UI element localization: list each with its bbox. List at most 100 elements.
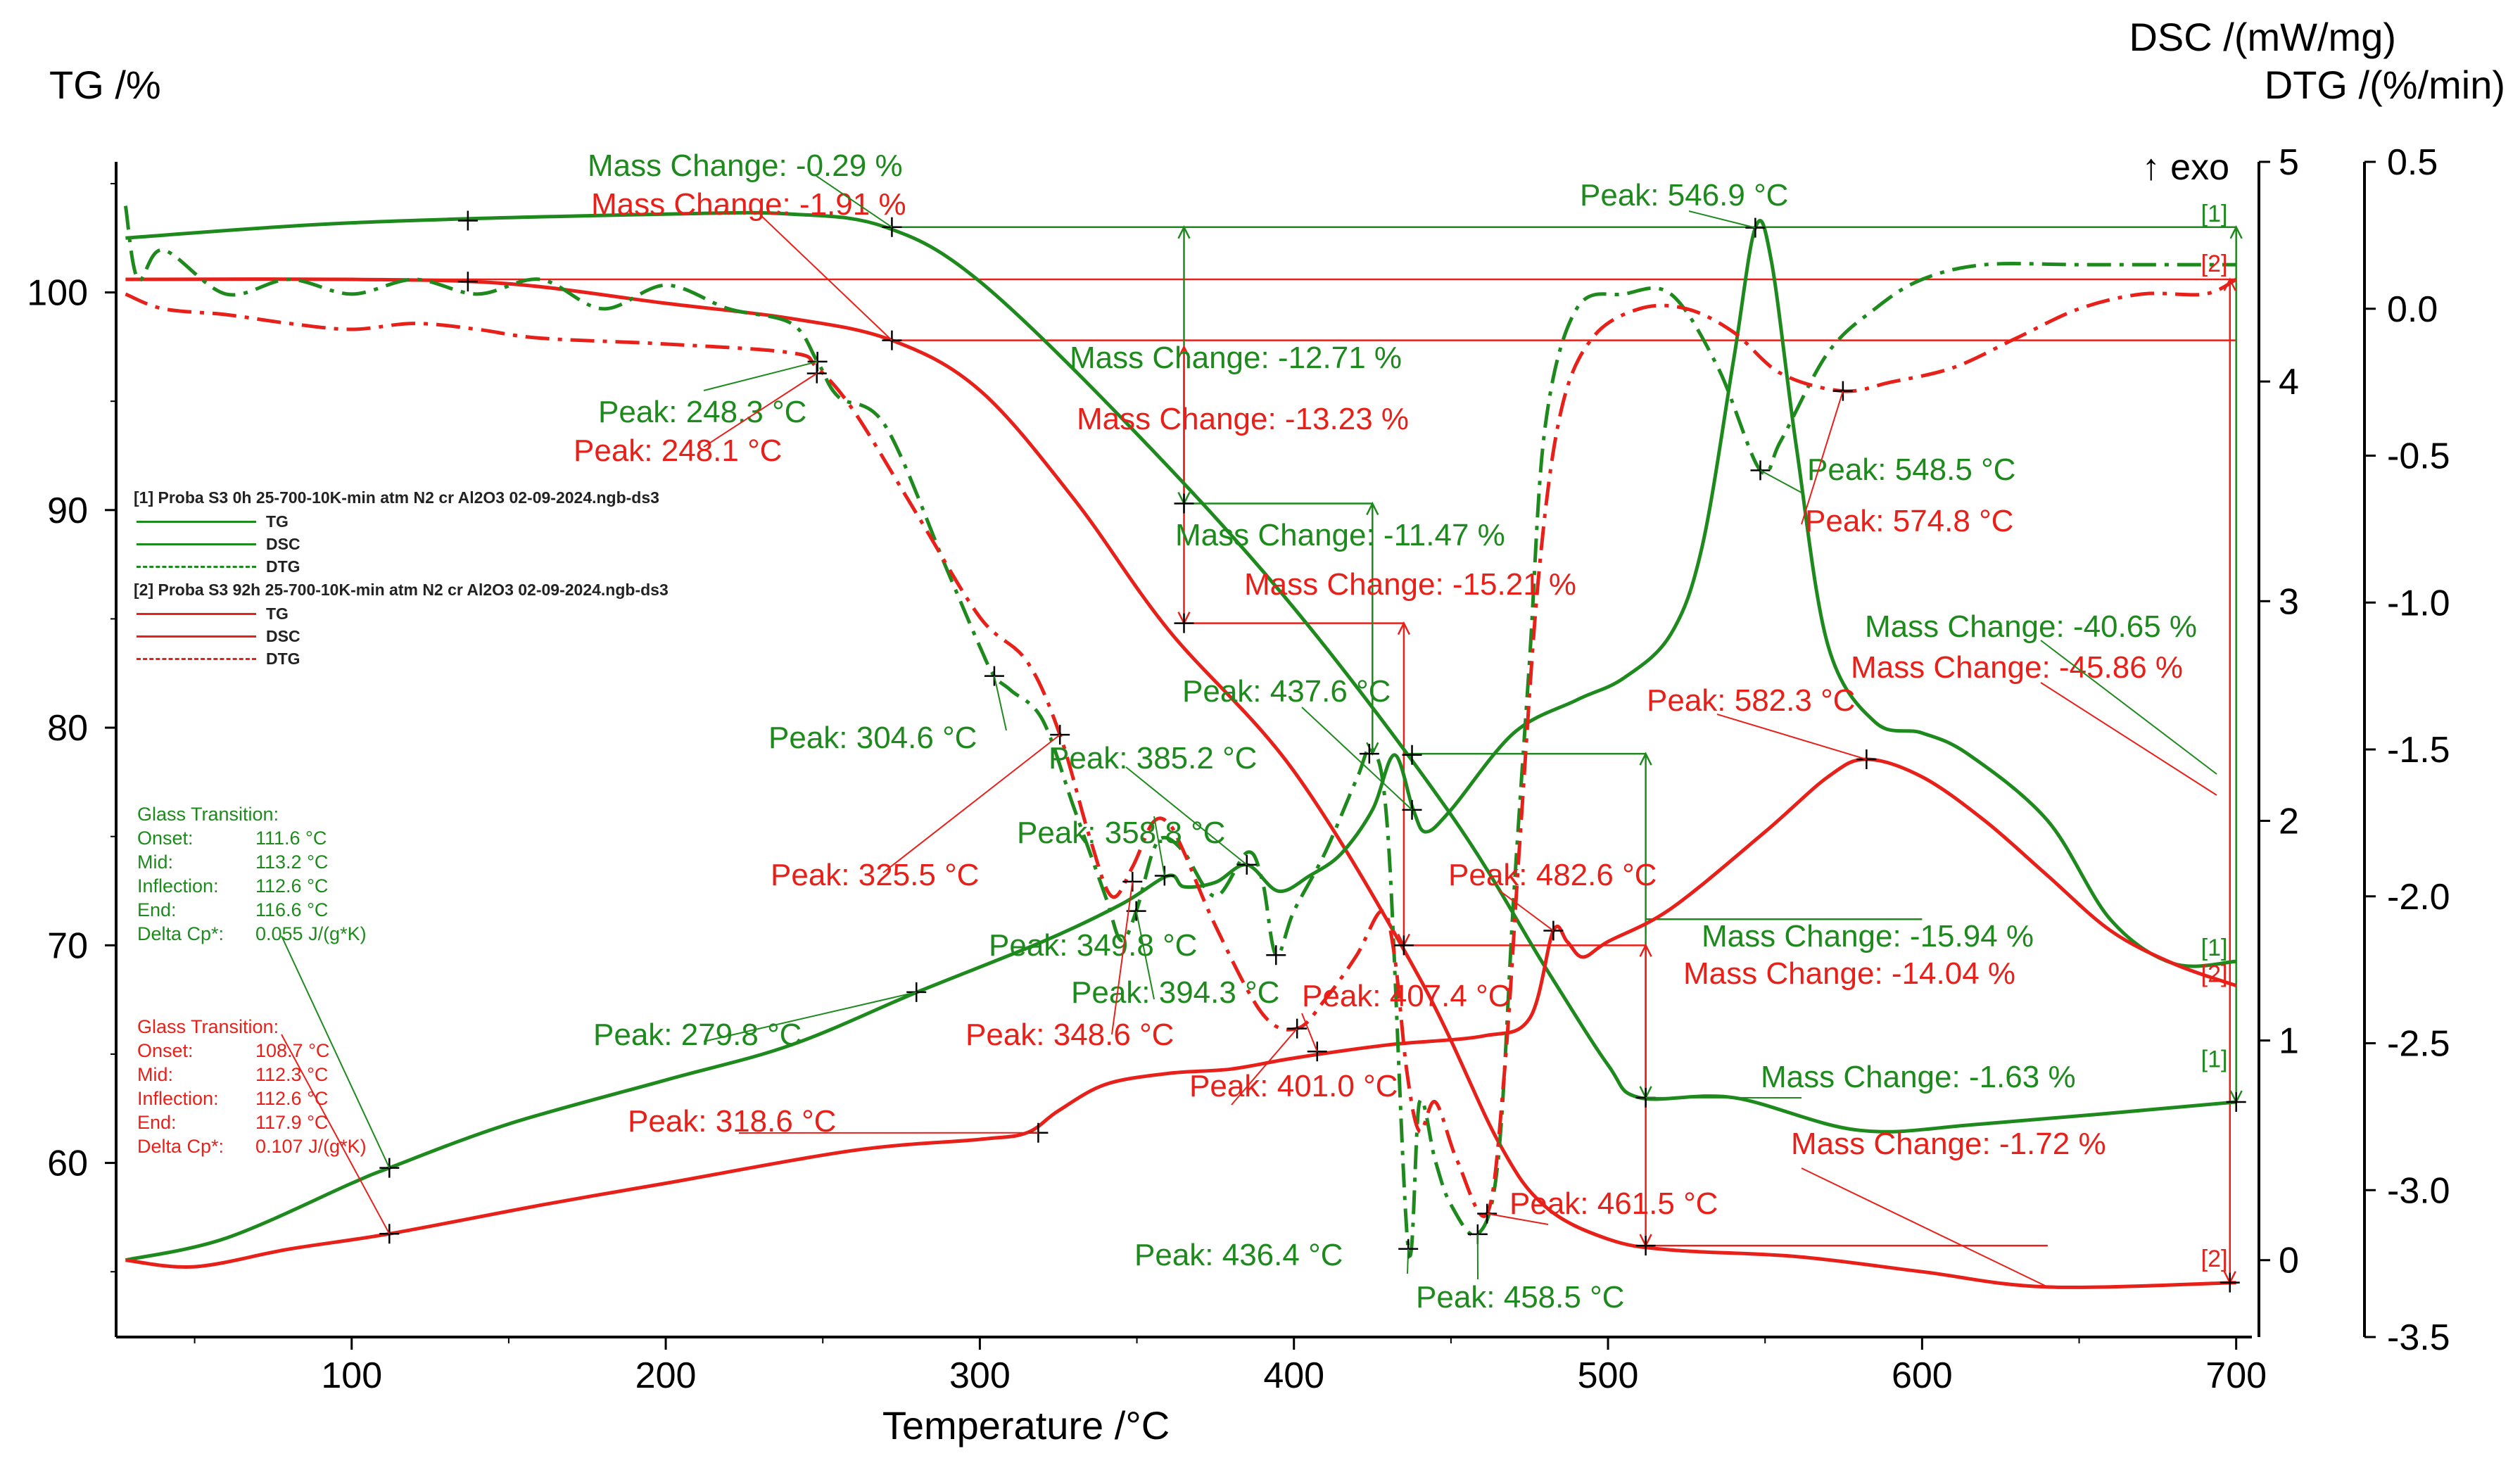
curve-end-label: [2] bbox=[2201, 1246, 2228, 1272]
curve-end-label: [2] bbox=[2201, 961, 2228, 988]
glass-transition-box-1: Glass Transition: Onset: 111.6 °C Mid: 113… bbox=[137, 802, 367, 946]
legend-label: DTG bbox=[266, 557, 300, 576]
x-tick-label: 500 bbox=[1578, 1355, 1639, 1396]
peak-marker bbox=[1393, 935, 1414, 956]
leader-line bbox=[1301, 1013, 1318, 1052]
legend-label: TG bbox=[266, 604, 289, 623]
annotation-label: Peak: 461.5 °C bbox=[1509, 1186, 1718, 1221]
curve-end-label: [1] bbox=[2201, 935, 2228, 961]
annotation-label: Mass Change: -40.65 % bbox=[1865, 609, 2197, 644]
annotation-label: Mass Change: -1.91 % bbox=[591, 187, 906, 222]
annotation-label: Mass Change: -15.21 % bbox=[1244, 567, 1576, 602]
gt-value: 112.3 °C bbox=[255, 1064, 329, 1085]
gt-value: 0.055 J/(g*K) bbox=[255, 923, 367, 944]
peak-marker bbox=[882, 217, 902, 237]
annotation-label: Mass Change: -0.29 % bbox=[588, 148, 903, 183]
leader-line bbox=[281, 935, 391, 1169]
annotation-label: Peak: 385.2 °C bbox=[1049, 741, 1257, 775]
annotation-label: Peak: 436.4 °C bbox=[1134, 1238, 1343, 1272]
mc-arrow-4-head-top bbox=[1397, 621, 1411, 635]
leader-line bbox=[703, 991, 917, 1042]
annotation-label: Peak: 358.8 °C bbox=[1017, 816, 1225, 850]
leader-line bbox=[1407, 1248, 1410, 1274]
curve-end-label: [1] bbox=[2201, 201, 2228, 227]
tg-tick-label: 80 bbox=[47, 708, 88, 749]
peak-marker bbox=[379, 1224, 400, 1244]
annotation-label: Peak: 349.8 °C bbox=[989, 928, 1197, 963]
gt-value: 117.9 °C bbox=[255, 1112, 329, 1133]
leader-line bbox=[1231, 1027, 1298, 1106]
legend-label: DSC bbox=[266, 626, 300, 645]
leader-line bbox=[1111, 881, 1134, 1035]
leader-line bbox=[703, 360, 818, 391]
dtg-tick-label: -3.5 bbox=[2387, 1317, 2450, 1358]
gt-key: Mid: bbox=[137, 1064, 174, 1085]
annotation-label: Peak: 401.0 °C bbox=[1189, 1069, 1398, 1103]
x-tick-label: 300 bbox=[949, 1355, 1011, 1396]
annotation-label: Peak: 248.1 °C bbox=[574, 433, 782, 468]
leader-line bbox=[703, 372, 818, 448]
annotation-label: Peak: 582.3 °C bbox=[1647, 683, 1855, 718]
x-tick-label: 400 bbox=[1263, 1355, 1324, 1396]
annotation-label: Peak: 394.3 °C bbox=[1071, 975, 1279, 1010]
legend-s2-dsc: DSC bbox=[134, 625, 669, 647]
gt-key: Delta Cp*: bbox=[137, 1136, 224, 1157]
dtg-axis-title: DTG /(%/min) bbox=[2265, 63, 2505, 107]
dsc-tick-label: 2 bbox=[2279, 801, 2299, 842]
peak-marker bbox=[1635, 1236, 1656, 1256]
dtg-tick-label: 0.5 bbox=[2387, 142, 2438, 183]
x-tick-label: 700 bbox=[2205, 1355, 2267, 1396]
leader-line bbox=[1801, 1167, 2049, 1288]
legend: [1] Proba S3 0h 25-700-10K-min atm N2 cr… bbox=[134, 486, 669, 670]
legend-s2-dtg: DTG bbox=[134, 647, 669, 670]
legend-s1-tg: TG bbox=[134, 510, 669, 533]
peak-marker bbox=[1174, 493, 1194, 514]
leader-line bbox=[2040, 640, 2217, 775]
annotation-label: Mass Change: -12.71 % bbox=[1070, 341, 1402, 375]
annotation-label: Peak: 325.5 °C bbox=[771, 858, 979, 892]
mc-arrow-3-head-top bbox=[1366, 501, 1379, 516]
tg-tick-label: 60 bbox=[47, 1144, 88, 1184]
leader-line bbox=[1716, 714, 1867, 761]
leader-line bbox=[816, 175, 892, 228]
peak-marker bbox=[457, 210, 478, 231]
annotation-label: Peak: 348.6 °C bbox=[965, 1018, 1174, 1052]
dsc-curve-2 bbox=[125, 757, 2237, 1269]
leader-line bbox=[1688, 210, 1756, 229]
annotation-label: Peak: 407.4 °C bbox=[1302, 979, 1510, 1013]
peak-marker bbox=[806, 363, 827, 384]
gt-value: 0.107 J/(g*K) bbox=[255, 1136, 367, 1157]
gt-value: 116.6 °C bbox=[255, 899, 329, 920]
gt-key: Onset: bbox=[137, 828, 194, 849]
mc-arrow-1-head-top bbox=[1177, 224, 1191, 239]
gt-value: 111.6 °C bbox=[255, 828, 327, 849]
gt-key: Inflection: bbox=[137, 875, 219, 897]
dtg-curve-2 bbox=[125, 277, 2237, 1218]
glass-transition-box-2: Glass Transition: Onset: 108.7 °C Mid: 112… bbox=[137, 1015, 367, 1158]
mc-arrow-6-head-top bbox=[1639, 943, 1652, 957]
leader-line bbox=[1301, 707, 1413, 811]
dsc-tick-label: 1 bbox=[2279, 1021, 2299, 1062]
leader-line bbox=[1125, 766, 1248, 866]
annotation-label: Peak: 482.6 °C bbox=[1448, 858, 1657, 892]
annotation-label: Peak: 548.5 °C bbox=[1807, 452, 2015, 487]
leader-line bbox=[882, 734, 1060, 873]
dtg-tick-label: 0.0 bbox=[2387, 289, 2438, 330]
legend-label: DSC bbox=[266, 534, 300, 553]
gt-key: Inflection: bbox=[137, 1088, 219, 1109]
annotation-label: Peak: 458.5 °C bbox=[1416, 1280, 1624, 1315]
gt-key: Mid: bbox=[137, 851, 174, 873]
gt-value: 112.6 °C bbox=[255, 875, 329, 897]
gt-key: End: bbox=[137, 899, 177, 920]
annotation-label: Peak: 437.6 °C bbox=[1182, 674, 1391, 709]
gt-key: Delta Cp*: bbox=[137, 923, 224, 944]
dtg-tick-label: -1.0 bbox=[2387, 583, 2450, 623]
leader-line bbox=[993, 676, 1007, 731]
legend-label: TG bbox=[266, 512, 289, 531]
mc-arrow-5-head-top bbox=[1639, 752, 1652, 766]
peak-marker bbox=[1359, 744, 1379, 764]
peak-marker bbox=[2226, 1092, 2246, 1112]
dsc-tick-label: 5 bbox=[2279, 142, 2299, 183]
dtg-tick-label: -2.5 bbox=[2387, 1024, 2450, 1065]
